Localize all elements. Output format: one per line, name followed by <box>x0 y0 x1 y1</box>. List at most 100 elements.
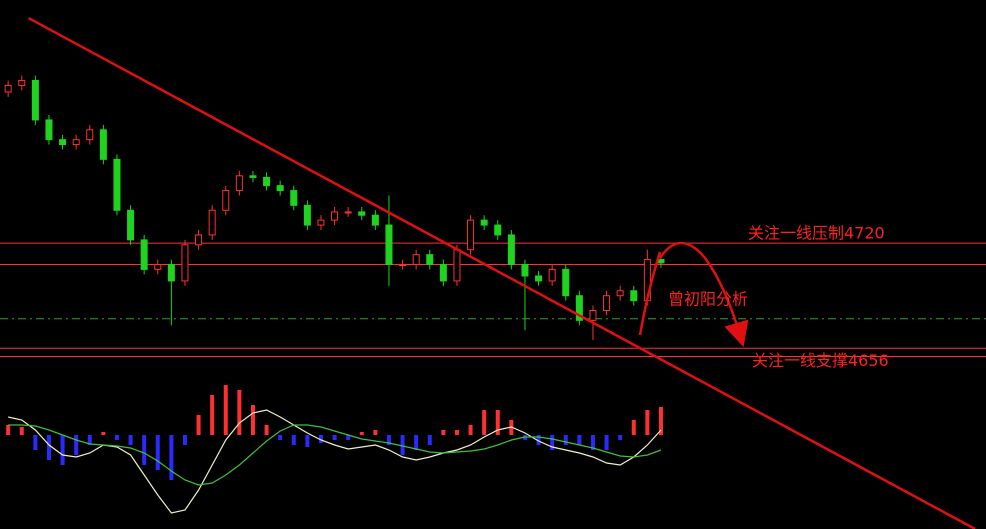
macd-bar <box>468 425 473 435</box>
candle-body <box>630 290 638 302</box>
price-pane: 关注一线压制4720 关注一线支撑4656 <box>0 16 986 529</box>
candle-body <box>181 244 189 282</box>
macd-bar <box>318 435 323 443</box>
candle-body <box>371 214 379 226</box>
candle-body <box>140 239 148 270</box>
candle-body <box>603 295 611 312</box>
candle-body <box>127 209 135 241</box>
macd-bar <box>482 410 487 435</box>
macd-bar <box>658 407 663 435</box>
rise-curve <box>638 251 662 336</box>
candle-body <box>548 268 556 282</box>
macd-bar <box>427 435 432 445</box>
key-level-label: 关注一线支撑4656 <box>752 351 889 370</box>
macd-bar <box>577 435 582 445</box>
analyst-note: 曾初阳分析 <box>668 290 748 309</box>
macd-bar <box>645 410 650 435</box>
macd-bar <box>87 435 92 445</box>
macd-bar <box>414 435 419 450</box>
candle-body <box>507 234 515 266</box>
candle-body <box>59 139 67 146</box>
candle-body <box>426 254 434 265</box>
macd-bar <box>169 435 174 480</box>
candle-body <box>467 219 475 251</box>
macd-line <box>8 424 662 486</box>
candle-body <box>317 219 325 226</box>
candle-body <box>616 290 624 297</box>
candle-body <box>31 80 39 121</box>
macd-bar <box>550 435 555 450</box>
candle-body <box>562 268 570 297</box>
candle-body <box>167 264 175 282</box>
macd-bar <box>196 415 201 435</box>
candle-body <box>18 80 26 86</box>
candle-body <box>195 234 203 246</box>
candle-body <box>344 211 352 214</box>
macd-bar <box>386 435 391 445</box>
candle-body <box>412 254 420 265</box>
candle-body <box>331 211 339 221</box>
macd-bar <box>373 430 378 435</box>
macd-bar <box>359 432 364 435</box>
candle-body <box>480 219 488 226</box>
candle-body <box>439 264 447 282</box>
macd-bar <box>6 425 11 435</box>
macd-bar <box>441 430 446 435</box>
macd-bar <box>563 435 568 445</box>
macd-bar <box>142 435 147 465</box>
macd-bar <box>237 390 242 435</box>
macd-bar <box>155 435 160 470</box>
macd-bar <box>114 435 119 440</box>
macd-bar <box>604 435 609 450</box>
candle-body <box>521 264 529 277</box>
candle-body <box>235 175 243 192</box>
macd-bar <box>291 435 296 445</box>
candle-body <box>453 249 461 282</box>
macd-bar <box>346 435 351 440</box>
macd-bar <box>590 435 595 450</box>
macd-bar <box>210 395 215 435</box>
macd-bar <box>631 420 636 435</box>
macd-bar <box>618 435 623 440</box>
candle-body <box>399 264 407 266</box>
candle-body <box>589 310 597 321</box>
macd-bar <box>536 435 541 445</box>
macd-bar <box>332 435 337 440</box>
candle-body <box>385 224 393 265</box>
trend-line <box>27 16 976 529</box>
macd-bar <box>278 435 283 440</box>
key-level-label: 关注一线压制4720 <box>748 224 885 243</box>
candle-body <box>86 129 94 141</box>
candle-body <box>45 119 53 141</box>
macd-bar <box>101 432 106 435</box>
candle-body <box>657 259 665 264</box>
macd-bar <box>33 435 38 450</box>
macd-bar <box>305 435 310 447</box>
macd-bar <box>495 410 500 435</box>
candle-body <box>303 204 311 226</box>
candle-body <box>222 190 230 211</box>
candle-body <box>358 211 366 216</box>
candle-body <box>249 175 257 178</box>
macd-line <box>8 409 662 514</box>
candle-body <box>276 185 284 192</box>
candle-body <box>535 275 543 282</box>
candle-body <box>154 264 162 270</box>
macd-bar <box>264 425 269 435</box>
macd-bar <box>454 430 459 435</box>
macd-bar <box>400 435 405 455</box>
candle-body <box>99 129 107 160</box>
forecast-arrow <box>658 241 749 347</box>
candle-body <box>575 295 583 321</box>
macd-bar <box>74 435 79 455</box>
candle-body <box>72 139 80 146</box>
macd-bar <box>46 435 51 460</box>
macd-bar <box>128 435 133 445</box>
candle-body <box>208 209 216 236</box>
macd-pane <box>6 385 663 514</box>
macd-bar <box>182 435 187 445</box>
macd-bar <box>60 435 65 465</box>
candle-body <box>263 176 271 187</box>
